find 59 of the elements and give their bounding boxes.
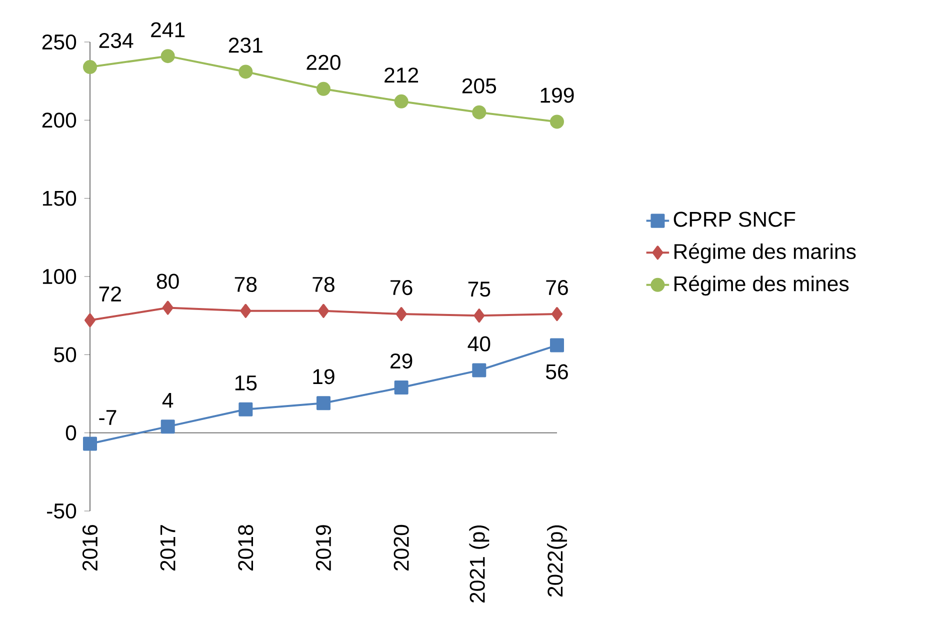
point xyxy=(238,64,253,79)
data-label: 72 xyxy=(99,286,121,302)
point xyxy=(316,396,330,410)
point xyxy=(474,308,485,323)
y-tick-label: 200 xyxy=(42,112,76,128)
y-tick-label: 0 xyxy=(66,425,76,440)
data-label: 75 xyxy=(468,282,490,297)
y-tick-label: -50 xyxy=(47,503,76,519)
data-label: 205 xyxy=(462,78,496,94)
point xyxy=(160,420,175,434)
x-tick-label: 2016 xyxy=(82,525,98,570)
x-tick-label: 2021 (p) xyxy=(469,525,490,602)
x-tick-label: 2022(p) xyxy=(547,525,567,597)
point xyxy=(83,60,97,74)
data-label: 56 xyxy=(546,364,568,380)
point xyxy=(396,307,407,322)
point xyxy=(472,363,486,378)
point xyxy=(550,114,564,129)
point xyxy=(394,380,408,394)
data-label: 241 xyxy=(151,22,185,38)
point xyxy=(240,304,252,318)
data-label: 220 xyxy=(306,54,340,70)
y-tick-label: 50 xyxy=(54,347,76,362)
data-label: 80 xyxy=(156,274,179,289)
x-tick-label: 2019 xyxy=(316,525,332,570)
point xyxy=(472,105,486,120)
x-tick-label: 2020 xyxy=(394,524,409,570)
point xyxy=(551,307,562,322)
point xyxy=(160,49,175,64)
point xyxy=(316,82,330,96)
point xyxy=(83,436,97,451)
legend-label: Régime des marins xyxy=(674,243,856,264)
point xyxy=(84,313,96,328)
point xyxy=(162,300,174,315)
data-label: 76 xyxy=(390,280,412,296)
data-label: 15 xyxy=(235,376,257,390)
point xyxy=(550,338,564,352)
point xyxy=(318,304,329,318)
legend-label: Régime des mines xyxy=(674,275,849,296)
data-label: 40 xyxy=(468,336,490,352)
data-label: 76 xyxy=(546,280,568,296)
x-tick-label: 2018 xyxy=(238,525,254,570)
data-label: 231 xyxy=(228,38,262,53)
data-label: -7 xyxy=(99,410,116,425)
data-label: 4 xyxy=(162,392,174,408)
data-label: 19 xyxy=(313,369,334,384)
data-label: 234 xyxy=(99,32,134,48)
y-tick-label: 250 xyxy=(42,34,76,50)
data-label: 78 xyxy=(312,276,334,292)
data-label: 29 xyxy=(390,353,412,369)
data-label: 212 xyxy=(384,68,418,82)
point xyxy=(394,94,408,108)
data-label: 199 xyxy=(540,88,574,103)
x-tick-label: 2017 xyxy=(160,525,176,570)
y-tick-label: 100 xyxy=(42,268,76,284)
y-tick-label: 150 xyxy=(42,190,76,206)
point xyxy=(238,402,253,416)
data-label: 78 xyxy=(234,276,257,292)
legend-label: CPRP SNCF xyxy=(674,212,796,227)
